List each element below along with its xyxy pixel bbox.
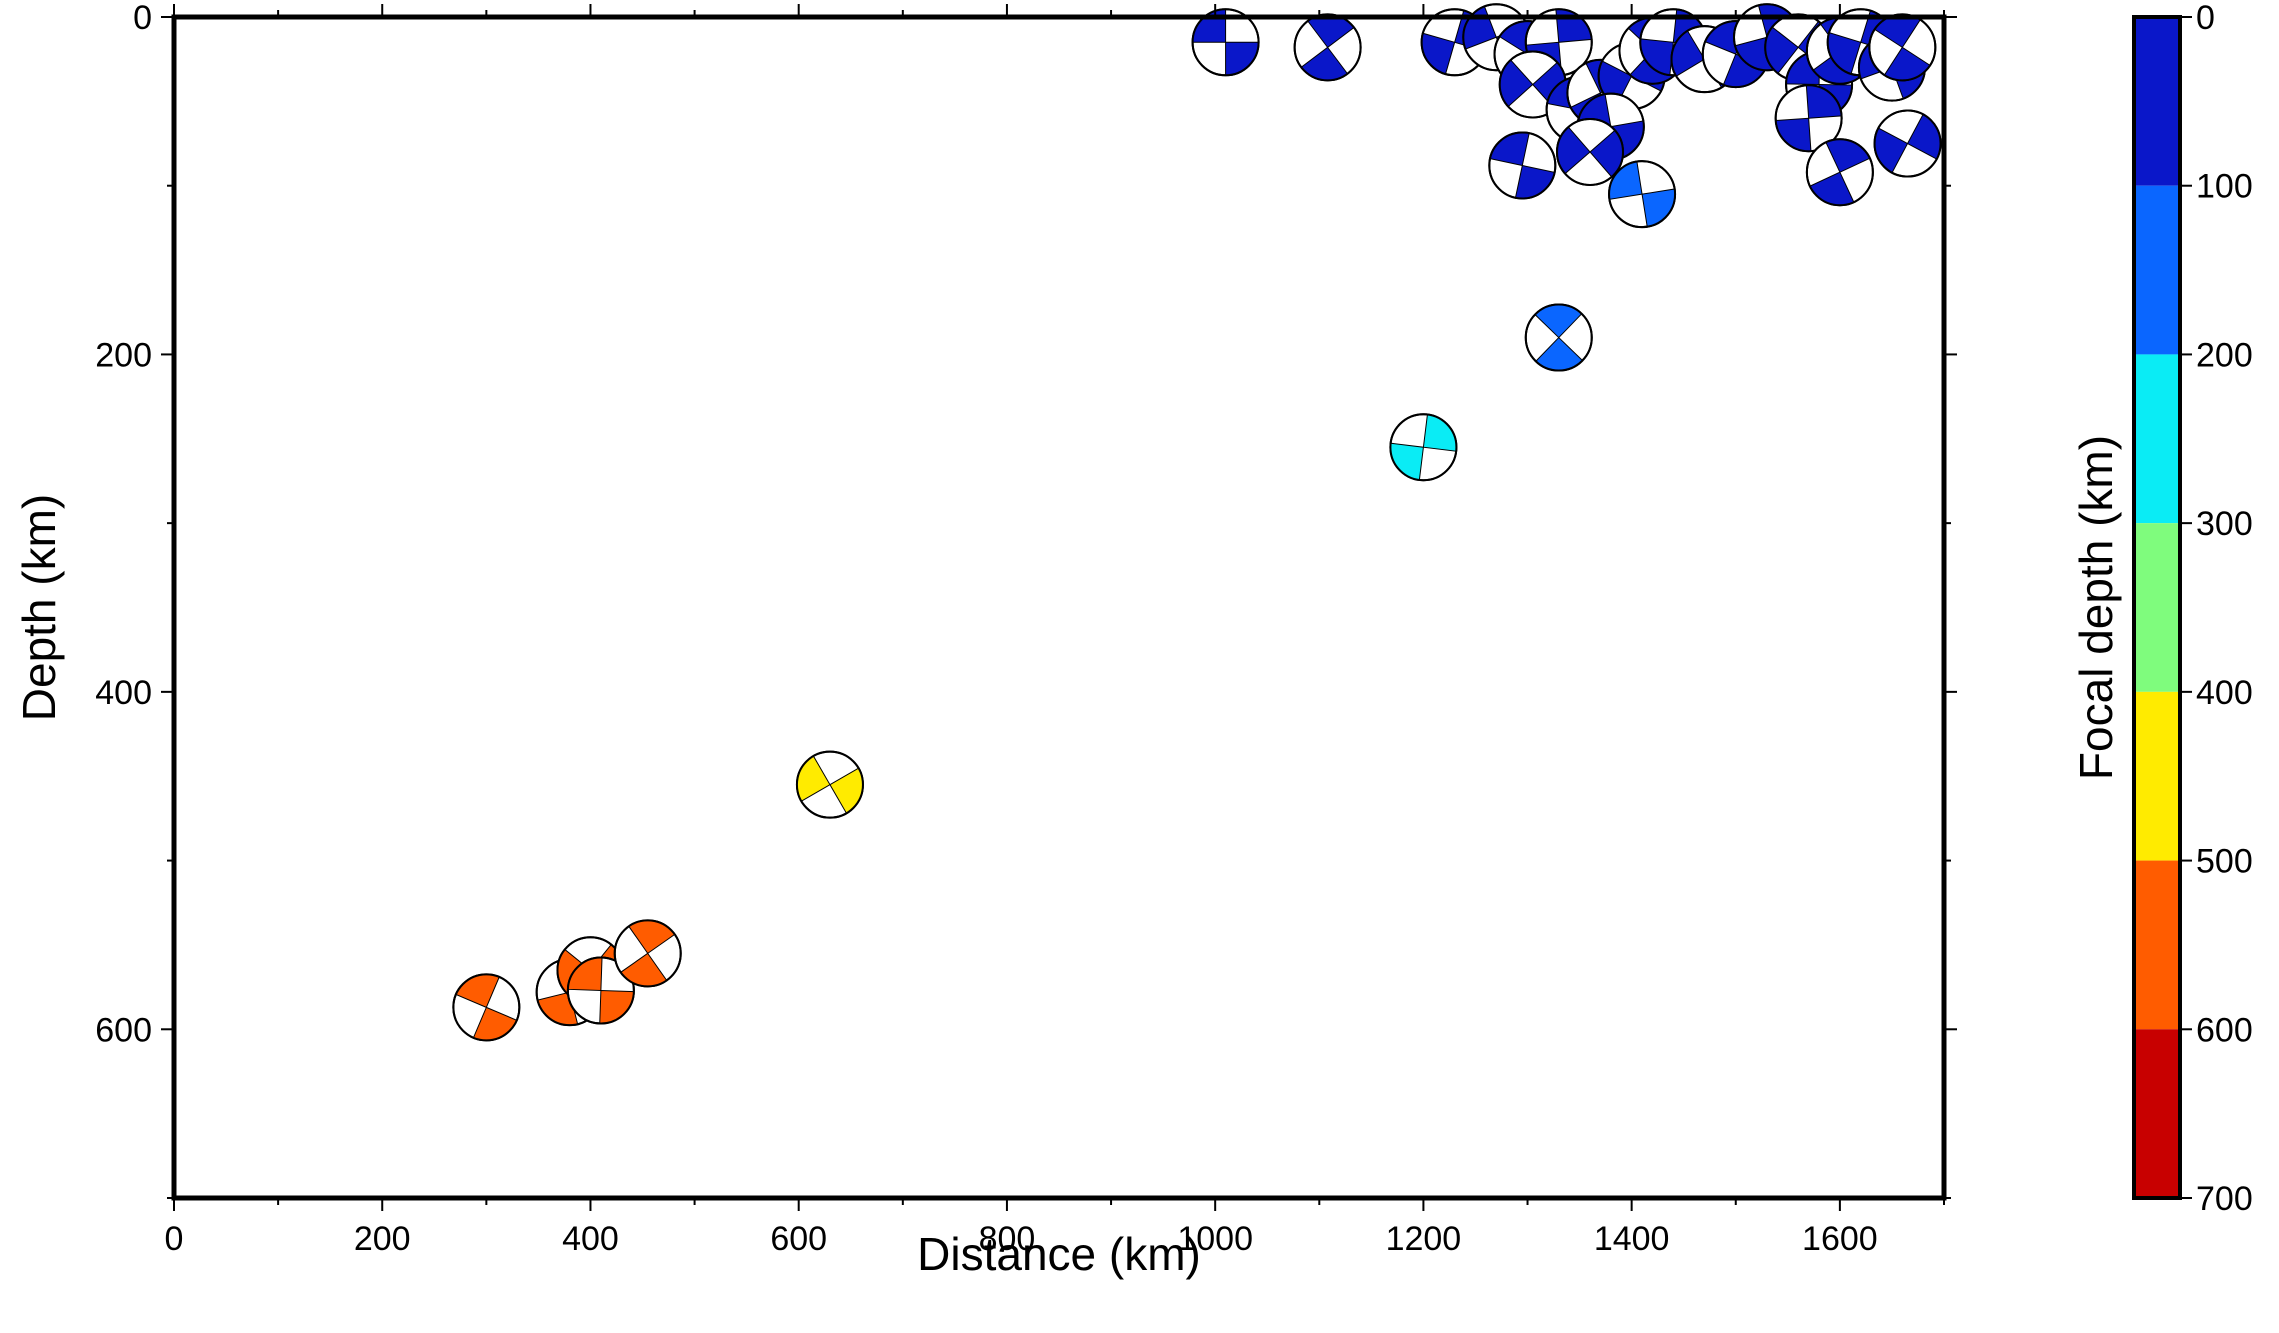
- colorbar-band: [2134, 1029, 2180, 1198]
- focal-mechanism-point: [452, 973, 521, 1042]
- focal-mechanism-point: [1556, 117, 1624, 186]
- x-axis-ticks: 0 200 400 600 800 1000 1200 1400 1600: [165, 4, 1945, 1258]
- x-tick-label: 1600: [1802, 1220, 1878, 1258]
- focal-mechanism-point: [1293, 13, 1362, 82]
- focal-mechanism-point: [1805, 138, 1874, 207]
- y-axis-label: Depth (km): [13, 494, 65, 721]
- colorbar-tick-label: 0: [2196, 0, 2215, 37]
- y-tick-label: 0: [133, 0, 152, 37]
- focal-mechanism-point: [795, 750, 864, 819]
- focal-mechanism-point: [1524, 303, 1593, 372]
- focal-mechanism-point: [1191, 8, 1260, 77]
- x-tick-label: 0: [165, 1220, 184, 1258]
- x-tick-label: 1200: [1386, 1220, 1462, 1258]
- x-tick-label: 200: [354, 1220, 411, 1258]
- y-tick-label: 200: [95, 336, 152, 374]
- plot-frame: [171, 14, 1947, 1201]
- x-axis-label: Distance (km): [917, 1228, 1201, 1280]
- colorbar-band: [2134, 17, 2180, 186]
- focal-mechanism-point: [613, 919, 682, 988]
- colorbar-band: [2134, 354, 2180, 524]
- colorbar-band: [2134, 523, 2180, 692]
- focal-mechanism-point: [1488, 131, 1557, 200]
- colorbar-band: [2134, 860, 2180, 1030]
- colorbar-frame: [2132, 15, 2182, 1200]
- colorbar-tick-label: 300: [2196, 505, 2253, 543]
- x-tick-label: 400: [562, 1220, 619, 1258]
- focal-mechanism-point: [1608, 160, 1677, 229]
- focal-mechanism-point: [1868, 13, 1937, 82]
- colorbar: 0 100 200 300 400 500 600 700: [2132, 0, 2253, 1218]
- focal-mechanism-point: [566, 956, 635, 1025]
- y-tick-label: 600: [95, 1011, 152, 1049]
- focal-mechanism-point: [1873, 109, 1942, 178]
- colorbar-tick-label: 500: [2196, 843, 2253, 881]
- focal-mechanism-point: [1774, 84, 1843, 153]
- colorbar-tick-label: 600: [2196, 1011, 2253, 1049]
- x-tick-label: 1000: [1177, 1220, 1253, 1258]
- y-tick-label: 400: [95, 674, 152, 712]
- x-tick-label: 800: [979, 1220, 1036, 1258]
- colorbar-tick-label: 700: [2196, 1180, 2253, 1218]
- focal-mechanism-point: [1389, 413, 1458, 482]
- y-axis-ticks: 0 200 400 600: [95, 0, 1957, 1199]
- colorbar-tick-label: 200: [2196, 336, 2253, 374]
- colorbar-band: [2134, 185, 2180, 355]
- colorbar-tick-label: 400: [2196, 674, 2253, 712]
- colorbar-label: Focal depth (km): [2070, 435, 2122, 780]
- x-tick-label: 600: [770, 1220, 827, 1258]
- colorbar-tick-label: 100: [2196, 168, 2253, 206]
- x-tick-label: 1400: [1594, 1220, 1670, 1258]
- focal-mechanism-points: [452, 3, 1942, 1042]
- colorbar-band: [2134, 691, 2180, 861]
